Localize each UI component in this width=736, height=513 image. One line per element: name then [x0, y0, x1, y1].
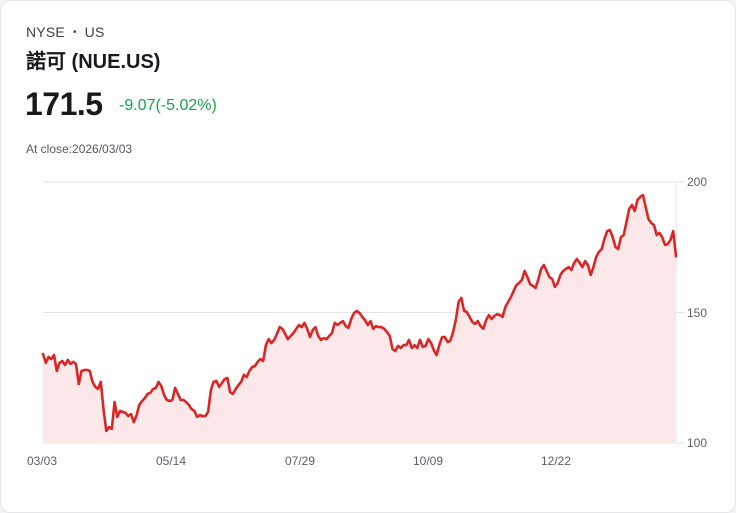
close-timestamp: At close:2026/03/03	[26, 142, 133, 156]
region-name: US	[84, 24, 105, 40]
exchange-name: NYSE	[26, 24, 65, 40]
stock-title: 諾可 (NUE.US)	[26, 51, 161, 73]
exchange-info: NYSE • US	[26, 24, 105, 40]
separator-dot: •	[72, 27, 77, 38]
stock-price: 171.5	[25, 86, 103, 122]
price-change: -9.07(-5.02%)	[119, 97, 217, 114]
